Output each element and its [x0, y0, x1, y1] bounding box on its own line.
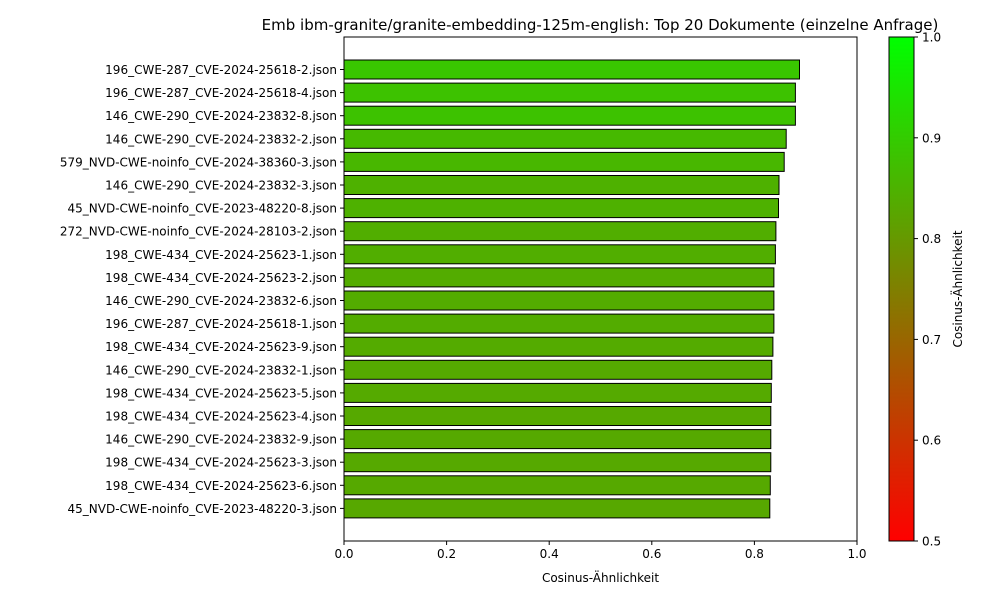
y-tick-label: 272_NVD-CWE-noinfo_CVE-2024-28103-2.json: [60, 225, 337, 239]
chart-title: Emb ibm-granite/granite-embedding-125m-e…: [262, 16, 939, 34]
plot-frame: [343, 36, 858, 542]
y-tick-label: 146_CWE-290_CVE-2024-23832-2.json: [105, 132, 337, 146]
colorbar-label: Cosinus-Ähnlichkeit: [950, 230, 965, 347]
x-tick-label: 0.4: [540, 547, 559, 561]
bar: [343, 198, 779, 219]
bar: [343, 59, 800, 80]
y-tick-label: 198_CWE-434_CVE-2024-25623-3.json: [105, 456, 337, 470]
bar: [343, 290, 775, 311]
colorbar-tick-label: 1.0: [922, 31, 941, 45]
colorbar-tick-label: 0.6: [922, 434, 941, 448]
x-tick-label: 0.6: [642, 547, 661, 561]
bar: [343, 406, 772, 426]
bar: [343, 82, 796, 103]
y-tick-label: 146_CWE-290_CVE-2024-23832-1.json: [105, 363, 337, 377]
bar: [343, 221, 777, 242]
y-tick-label: 198_CWE-434_CVE-2024-25623-6.json: [105, 479, 337, 493]
bar: [343, 382, 772, 403]
y-tick-label: 45_NVD-CWE-noinfo_CVE-2023-48220-3.json: [68, 502, 338, 516]
y-tick-label: 146_CWE-290_CVE-2024-23832-8.json: [105, 109, 337, 123]
bar: [343, 105, 796, 126]
bar: [343, 313, 775, 334]
bar: [343, 336, 774, 357]
bar: [343, 475, 771, 496]
colorbar-ticks: 0.5 0.6 0.7 0.8 0.9 1.0: [914, 31, 941, 549]
y-tick-label: 198_CWE-434_CVE-2024-25623-5.json: [105, 386, 337, 400]
bar: [343, 429, 772, 450]
y-tick-label: 198_CWE-434_CVE-2024-25623-2.json: [105, 271, 337, 285]
y-tick-labels: 196_CWE-287_CVE-2024-25618-2.json 196_CWE…: [60, 63, 344, 516]
y-tick-label: 198_CWE-434_CVE-2024-25623-9.json: [105, 340, 337, 354]
colorbar-tick-label: 0.9: [922, 131, 941, 145]
y-tick-label: 146_CWE-290_CVE-2024-23832-6.json: [105, 294, 337, 308]
colorbar-tick-label: 0.5: [922, 535, 941, 549]
bar: [343, 359, 773, 380]
bar: [343, 175, 780, 195]
colorbar: [888, 36, 915, 542]
y-tick-label: 196_CWE-287_CVE-2024-25618-1.json: [105, 317, 337, 331]
y-tick-label: 198_CWE-434_CVE-2024-25623-4.json: [105, 410, 337, 424]
bar: [343, 244, 776, 265]
bar: [343, 452, 772, 473]
bar: [343, 267, 775, 288]
colorbar-tick-label: 0.7: [922, 333, 941, 347]
bar: [343, 128, 787, 149]
x-tick-label: 0.8: [745, 547, 764, 561]
x-tick-label: 0.2: [437, 547, 456, 561]
x-axis-label: Cosinus-Ähnlichkeit: [542, 570, 659, 585]
y-tick-label: 45_NVD-CWE-noinfo_CVE-2023-48220-8.json: [68, 202, 338, 216]
bar: [343, 151, 785, 172]
y-tick-label: 198_CWE-434_CVE-2024-25623-1.json: [105, 248, 337, 262]
x-tick-label: 1.0: [847, 547, 866, 561]
y-tick-label: 196_CWE-287_CVE-2024-25618-2.json: [105, 63, 337, 77]
x-ticks: 0.0 0.2 0.4 0.6 0.8 1.0: [334, 541, 867, 561]
colorbar-tick-label: 0.8: [922, 232, 941, 246]
y-tick-label: 146_CWE-290_CVE-2024-23832-9.json: [105, 433, 337, 447]
bar: [343, 498, 771, 519]
bars-group: [343, 59, 800, 519]
y-tick-label: 146_CWE-290_CVE-2024-23832-3.json: [105, 179, 337, 193]
y-tick-label: 196_CWE-287_CVE-2024-25618-4.json: [105, 86, 337, 100]
y-tick-label: 579_NVD-CWE-noinfo_CVE-2024-38360-3.json: [60, 155, 337, 169]
x-tick-label: 0.0: [334, 547, 353, 561]
